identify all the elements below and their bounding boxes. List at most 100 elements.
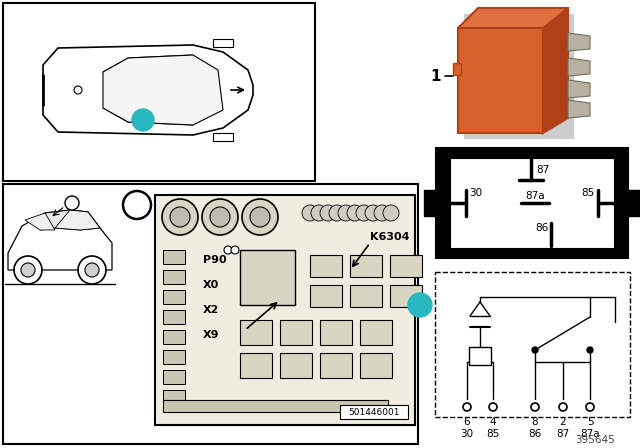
Text: 30: 30 (460, 429, 474, 439)
Bar (240, 250, 295, 305)
Text: 86: 86 (535, 223, 548, 233)
Text: 87a: 87a (525, 191, 545, 201)
Circle shape (132, 109, 154, 131)
Bar (453, 63, 461, 75)
Bar (163, 350, 185, 364)
Polygon shape (568, 100, 590, 118)
Text: 2: 2 (69, 198, 75, 207)
Polygon shape (458, 8, 568, 28)
Polygon shape (568, 33, 590, 51)
Bar (213, 39, 233, 47)
Circle shape (365, 205, 381, 221)
Circle shape (338, 205, 354, 221)
Text: 85: 85 (582, 188, 595, 198)
Circle shape (302, 205, 318, 221)
Circle shape (311, 205, 327, 221)
Circle shape (242, 199, 278, 235)
Bar (213, 133, 233, 141)
Circle shape (202, 199, 238, 235)
Polygon shape (568, 80, 590, 98)
Text: 8: 8 (532, 417, 538, 427)
Bar (163, 370, 185, 384)
Bar (240, 353, 272, 378)
Bar (240, 320, 272, 345)
Polygon shape (43, 45, 253, 135)
Text: 86: 86 (529, 429, 541, 439)
Text: 501446001: 501446001 (348, 408, 400, 417)
Bar (163, 290, 185, 304)
Circle shape (21, 263, 35, 277)
Bar (3, 3, 315, 181)
Bar (350, 285, 382, 307)
Text: 4: 4 (490, 417, 496, 427)
Circle shape (489, 403, 497, 411)
Bar (320, 353, 352, 378)
Circle shape (231, 246, 239, 254)
Circle shape (250, 207, 270, 227)
Circle shape (210, 207, 230, 227)
Circle shape (123, 191, 151, 219)
Bar (424, 190, 436, 216)
Text: 1: 1 (431, 69, 441, 83)
Circle shape (78, 256, 106, 284)
Circle shape (383, 205, 399, 221)
Bar (280, 353, 312, 378)
Polygon shape (458, 28, 543, 133)
Bar (340, 405, 408, 419)
Circle shape (85, 263, 99, 277)
Circle shape (532, 347, 538, 353)
Circle shape (586, 403, 594, 411)
Circle shape (329, 205, 345, 221)
Text: 87: 87 (536, 165, 549, 175)
Polygon shape (25, 213, 55, 230)
Bar (163, 270, 185, 284)
Bar (320, 320, 352, 345)
Bar (155, 195, 415, 425)
Bar (310, 285, 342, 307)
Text: 85: 85 (486, 429, 500, 439)
Text: 6: 6 (464, 417, 470, 427)
Circle shape (374, 205, 390, 221)
Polygon shape (103, 55, 223, 125)
Circle shape (320, 205, 336, 221)
Circle shape (65, 196, 79, 210)
Text: 2: 2 (560, 417, 566, 427)
Text: X0: X0 (203, 280, 220, 290)
Text: 1: 1 (139, 113, 147, 126)
Bar (163, 250, 185, 264)
Circle shape (74, 86, 82, 94)
Text: 30: 30 (469, 188, 482, 198)
Bar (469, 347, 491, 365)
Bar (3, 184, 418, 444)
Bar (360, 320, 392, 345)
Polygon shape (8, 210, 112, 270)
Polygon shape (55, 210, 100, 230)
Bar (310, 255, 342, 277)
Circle shape (587, 347, 593, 353)
Bar (450, 158, 614, 248)
Bar (163, 330, 185, 344)
Circle shape (14, 256, 42, 284)
Text: K6304: K6304 (370, 232, 410, 242)
Text: X9: X9 (203, 330, 220, 340)
Bar (163, 310, 185, 324)
Polygon shape (40, 210, 100, 230)
Polygon shape (568, 58, 590, 76)
Circle shape (356, 205, 372, 221)
Bar (464, 14, 574, 139)
Bar (360, 353, 392, 378)
Circle shape (347, 205, 363, 221)
Circle shape (224, 246, 232, 254)
Bar (628, 190, 640, 216)
Bar (163, 400, 388, 412)
Circle shape (170, 207, 190, 227)
Text: 2: 2 (132, 198, 142, 212)
Circle shape (463, 403, 471, 411)
Circle shape (531, 403, 539, 411)
Bar (280, 320, 312, 345)
Circle shape (162, 199, 198, 235)
Bar (435, 272, 630, 417)
Bar (390, 285, 422, 307)
Text: X2: X2 (203, 305, 220, 315)
Bar (350, 255, 382, 277)
